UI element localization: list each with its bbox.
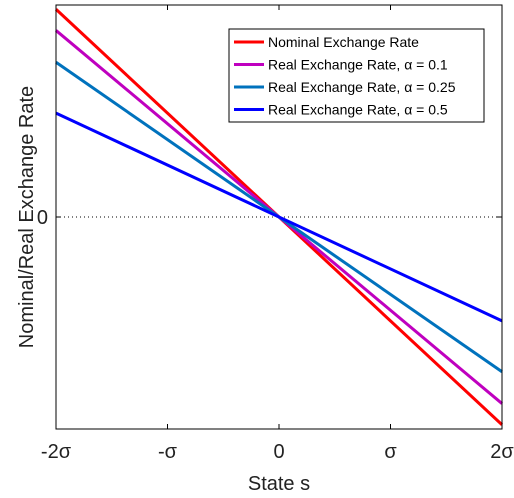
- legend: Nominal Exchange Rate Real Exchange Rate,…: [228, 28, 485, 123]
- x-tick-label: -2σ: [41, 441, 72, 463]
- x-tick-label: 2σ: [490, 441, 514, 463]
- y-tick-label: 0: [37, 207, 48, 229]
- x-tick-label: 0: [273, 441, 284, 463]
- legend-items: Nominal Exchange Rate Real Exchange Rate,…: [234, 34, 456, 118]
- legend-label-4: Real Exchange Rate, α = 0.5: [268, 102, 448, 118]
- y-ticks: 0: [37, 207, 502, 229]
- legend-label-3: Real Exchange Rate, α = 0.25: [268, 79, 456, 95]
- x-ticks: -2σ -σ 0 σ 2σ: [41, 5, 514, 463]
- series-line-4: [55, 111, 503, 323]
- x-axis-title: State s: [248, 473, 310, 495]
- x-tick-label: σ: [384, 441, 397, 463]
- legend-label-1: Nominal Exchange Rate: [268, 34, 419, 50]
- y-axis-title: Nominal/Real Exchange Rate: [16, 86, 38, 348]
- legend-label-2: Real Exchange Rate, α = 0.1: [268, 57, 448, 73]
- series-layer: [54, 8, 504, 426]
- x-tick-label: -σ: [158, 441, 178, 463]
- legend-box: [228, 28, 485, 123]
